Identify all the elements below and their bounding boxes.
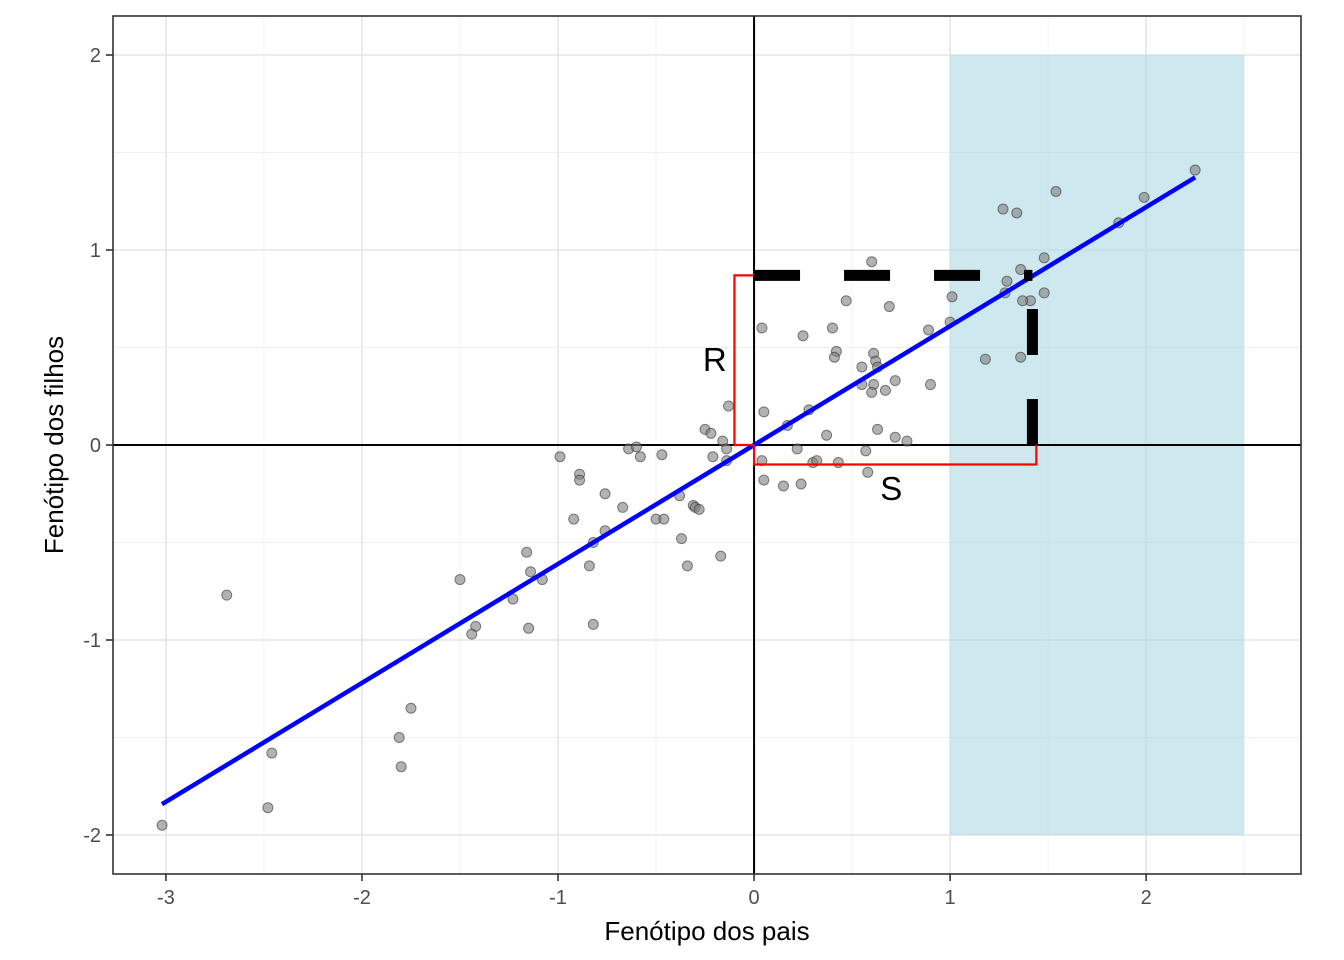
bracket-s xyxy=(752,445,1038,466)
data-point xyxy=(634,451,646,463)
x-axis-title: Fenótipo dos pais xyxy=(604,916,809,946)
data-point xyxy=(221,589,233,601)
data-point xyxy=(872,423,884,435)
data-point xyxy=(156,819,168,831)
regression-line xyxy=(160,175,1197,807)
data-point xyxy=(630,441,642,453)
brackets-layer xyxy=(733,274,1038,466)
x-tick-label: -1 xyxy=(549,887,567,909)
data-point xyxy=(866,386,878,398)
y-tick-label: -2 xyxy=(83,825,101,847)
data-point xyxy=(715,550,727,562)
data-point xyxy=(707,451,719,463)
data-point xyxy=(758,406,770,418)
data-point xyxy=(617,501,629,513)
x-tick-label: 0 xyxy=(748,887,759,909)
data-point xyxy=(574,474,586,486)
data-point xyxy=(1015,264,1027,275)
data-point xyxy=(758,474,770,486)
data-point xyxy=(262,802,274,814)
data-point xyxy=(923,324,935,336)
data-point xyxy=(693,503,705,515)
data-point xyxy=(797,330,809,342)
y-tick-label: 2 xyxy=(90,45,101,67)
data-point xyxy=(866,256,878,268)
data-point xyxy=(756,322,768,334)
data-point xyxy=(889,431,901,443)
data-point xyxy=(1017,295,1029,307)
data-point xyxy=(554,451,566,463)
x-tick-label: -3 xyxy=(157,887,175,909)
data-point xyxy=(525,566,537,578)
data-point xyxy=(946,291,958,303)
data-point xyxy=(656,449,668,461)
data-point xyxy=(583,560,595,572)
data-point xyxy=(997,203,1009,215)
data-point xyxy=(266,747,278,759)
x-tick-label: 1 xyxy=(945,887,956,909)
data-point xyxy=(924,379,936,391)
data-point xyxy=(795,478,807,490)
y-tick-label: 0 xyxy=(90,435,101,457)
data-point xyxy=(676,533,688,545)
data-point xyxy=(856,361,868,373)
x-axis-ticks: -3 -2 -1 0 1 2 xyxy=(157,874,1152,909)
data-point xyxy=(507,593,519,605)
data-point xyxy=(1001,275,1013,287)
data-point xyxy=(777,480,789,492)
data-point xyxy=(395,761,407,773)
y-tick-label: -1 xyxy=(83,630,101,652)
data-point xyxy=(1015,351,1027,363)
data-point xyxy=(828,351,840,363)
data-point xyxy=(405,702,417,714)
data-point xyxy=(791,443,803,455)
data-point xyxy=(568,513,580,525)
data-point xyxy=(879,384,891,396)
data-point xyxy=(883,301,895,313)
y-axis-ticks: -2 -1 0 1 2 xyxy=(83,45,113,847)
data-point xyxy=(521,546,533,558)
annotation-s: S xyxy=(880,470,902,507)
x-tick-label: -2 xyxy=(353,887,371,909)
data-point xyxy=(1011,207,1023,219)
x-tick-label: 2 xyxy=(1141,887,1152,909)
data-point xyxy=(840,295,852,307)
annotations-layer: RS xyxy=(703,341,902,507)
bracket-r xyxy=(733,274,755,447)
data-point xyxy=(1038,252,1050,264)
data-point xyxy=(599,488,611,500)
data-point xyxy=(466,628,478,640)
data-point xyxy=(705,427,717,439)
annotation-r: R xyxy=(703,341,727,378)
data-point xyxy=(821,429,833,441)
data-point xyxy=(721,443,733,455)
data-point xyxy=(723,400,735,412)
data-point xyxy=(658,513,670,525)
data-point xyxy=(587,618,599,630)
data-point xyxy=(889,375,901,387)
regression-line-layer xyxy=(160,175,1197,807)
data-point xyxy=(826,322,838,334)
data-point xyxy=(832,457,844,469)
data-point xyxy=(1038,287,1050,299)
data-point xyxy=(1138,191,1150,203)
data-point xyxy=(454,574,466,586)
data-point xyxy=(681,560,693,572)
y-axis-title: Fenótipo dos filhos xyxy=(39,336,69,554)
data-point xyxy=(523,622,535,634)
y-tick-label: 1 xyxy=(90,240,101,262)
data-point xyxy=(979,353,991,365)
data-point xyxy=(393,732,405,743)
data-point xyxy=(860,445,872,457)
data-point xyxy=(1189,164,1201,176)
dashed-guides-layer xyxy=(754,269,1038,445)
data-point xyxy=(862,466,874,478)
data-point xyxy=(1050,186,1062,197)
data-point xyxy=(901,435,913,447)
